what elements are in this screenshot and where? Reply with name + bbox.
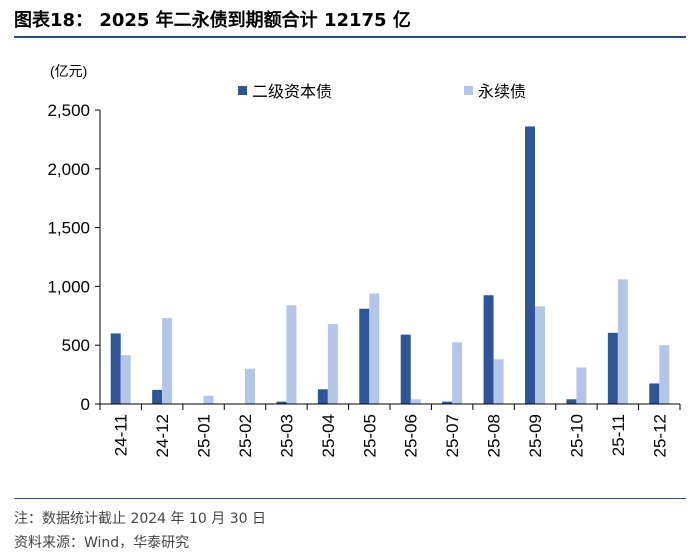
footer-divider (14, 498, 686, 499)
source-note: 资料来源：Wind，华泰研究 (14, 535, 190, 551)
bar-perpetual-bond (617, 279, 628, 404)
x-tick-label: 24-11 (112, 414, 131, 456)
bar-tier2-capital-bond (400, 334, 411, 404)
chart-title: 图表18： 2025 年二永债到期额合计 12175 亿 (14, 10, 411, 31)
bar-tier2-capital-bond (110, 333, 121, 404)
x-tick-label: 25-05 (360, 414, 379, 457)
legend-swatch (238, 86, 247, 95)
bar-tier2-capital-bond (525, 126, 535, 405)
x-tick-label: 25-01 (195, 414, 214, 457)
bar-perpetual-bond (245, 368, 255, 404)
bar-tier2-capital-bond (359, 308, 370, 404)
legend-label: 二级资本债 (252, 83, 332, 101)
bar-tier2-capital-bond (442, 401, 453, 404)
bar-perpetual-bond (120, 355, 131, 404)
x-tick-label: 25-10 (567, 414, 586, 457)
bar-perpetual-bond (452, 342, 463, 404)
bar-tier2-capital-bond (483, 295, 494, 404)
y-tick-label: 1,500 (47, 219, 90, 238)
bar-tier2-capital-bond (317, 389, 328, 404)
bar-perpetual-bond (327, 324, 338, 404)
x-tick-label: 24-12 (153, 414, 172, 457)
x-tick-label: 25-03 (277, 414, 296, 457)
y-tick-label: 2,500 (47, 101, 90, 120)
legend-swatch (464, 86, 473, 95)
bar-perpetual-bond (286, 305, 297, 404)
bar-tier2-capital-bond (607, 332, 618, 404)
x-tick-label: 25-02 (236, 414, 255, 457)
bar-perpetual-bond (410, 399, 421, 404)
x-tick-label: 25-08 (485, 414, 504, 457)
y-axis: 0 500 1,000 1,500 2,000 2,500 (47, 101, 101, 414)
bar-perpetual-bond (659, 345, 670, 404)
x-tick-label: 25-06 (402, 414, 421, 457)
title-divider (14, 36, 686, 38)
x-tick-label: 25-11 (609, 414, 628, 456)
bar-perpetual-bond (203, 395, 214, 404)
bar-perpetual-bond (493, 359, 504, 404)
bar-perpetual-bond (162, 318, 173, 404)
bar-tier2-capital-bond (566, 399, 577, 404)
y-tick-label: 0 (81, 395, 90, 414)
y-tick-label: 1,000 (47, 277, 90, 296)
bar-perpetual-bond (535, 306, 545, 404)
x-tick-label: 25-07 (443, 414, 462, 457)
x-tick-label: 25-04 (319, 414, 338, 457)
bar-perpetual-bond (576, 367, 587, 404)
legend: 二级资本债 永续债 (238, 83, 526, 101)
bar-perpetual-bond (369, 293, 380, 404)
bars (110, 126, 670, 405)
y-axis-unit-label: (亿元) (50, 63, 87, 79)
y-tick-label: 2,000 (47, 160, 90, 179)
y-tick-label: 500 (62, 336, 90, 355)
bar-tier2-capital-bond (649, 383, 660, 404)
x-tick-label: 25-09 (526, 414, 545, 457)
x-axis: 24-11 24-12 25-01 25-02 25-03 25-04 25-05 25-06… (99, 403, 681, 457)
legend-label: 永续债 (478, 83, 526, 101)
bar-tier2-capital-bond (276, 401, 287, 404)
footnote: 注：数据统计截止 2024 年 10 月 30 日 (14, 511, 266, 527)
bar-chart: (亿元) 二级资本债 永续债 0 500 1,000 1,500 2,000 2,500 2… (47, 63, 681, 457)
x-tick-label: 25-12 (650, 414, 669, 457)
bar-tier2-capital-bond (152, 389, 163, 404)
